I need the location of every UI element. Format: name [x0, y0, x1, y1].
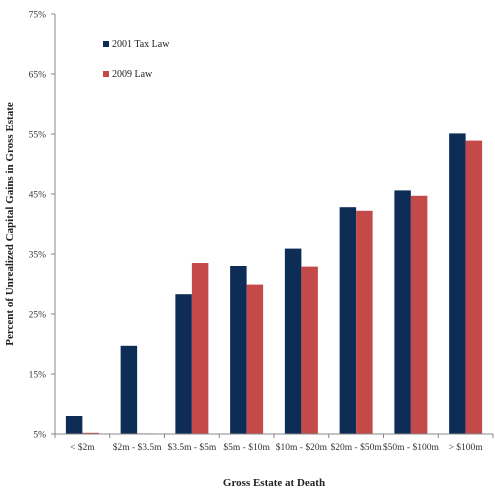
bar-2009-law	[465, 140, 483, 434]
bar-2001-tax-law	[339, 207, 357, 434]
legend-label: 2001 Tax Law	[112, 39, 170, 50]
bar-2001-tax-law	[394, 190, 411, 434]
y-tick-label: 35%	[29, 251, 47, 261]
x-tick-label: < $2m	[70, 442, 95, 453]
y-axis-title: Percent of Unrealized Capital Gains in G…	[4, 102, 16, 346]
legend-swatch	[103, 41, 109, 47]
y-axis-ticks: 5% 15% 25% 35% 45% 55% 65% 75%	[29, 11, 55, 441]
x-tick-label: $2m - $3.5m	[113, 442, 162, 453]
x-tick-label: $20m - $50m	[331, 442, 383, 453]
y-tick-label: 5%	[33, 431, 46, 441]
x-tick-label: > $100m	[449, 442, 484, 453]
x-axis-title: Gross Estate at Death	[223, 477, 325, 489]
bar-2009-law	[246, 284, 264, 434]
x-tick-label: $50m - $100m	[383, 442, 440, 453]
y-tick-label: 45%	[29, 191, 47, 201]
bar-2001-tax-law	[284, 248, 302, 434]
bar-2009-law	[82, 432, 99, 434]
legend-label: 2009 Law	[112, 69, 153, 80]
x-tick-label: $10m - $20m	[276, 442, 328, 453]
y-tick-label: 25%	[29, 311, 47, 321]
y-tick-label: 15%	[29, 371, 47, 381]
y-tick-label: 55%	[29, 131, 47, 141]
bar-2009-law	[356, 210, 373, 434]
bar-2009-law	[301, 266, 318, 434]
bars-group	[65, 133, 483, 434]
legend: 2001 Tax Law 2009 Law	[103, 39, 170, 80]
y-tick-label: 65%	[29, 71, 47, 81]
bar-2009-law	[191, 263, 209, 434]
bar-2001-tax-law	[65, 416, 83, 434]
bar-2001-tax-law	[230, 266, 247, 434]
y-tick-label: 75%	[29, 11, 47, 21]
x-tick-label: $5m - $10m	[223, 442, 270, 453]
bar-2001-tax-law	[175, 294, 192, 434]
bar-2001-tax-law	[120, 345, 138, 434]
x-tick-label: $3.5m - $5m	[167, 442, 216, 453]
x-axis-ticks: < $2m $2m - $3.5m $3.5m - $5m $5m - $10m $10…	[54, 434, 494, 453]
legend-swatch	[103, 71, 109, 77]
bar-2009-law	[410, 195, 428, 434]
bar-2001-tax-law	[449, 133, 466, 434]
